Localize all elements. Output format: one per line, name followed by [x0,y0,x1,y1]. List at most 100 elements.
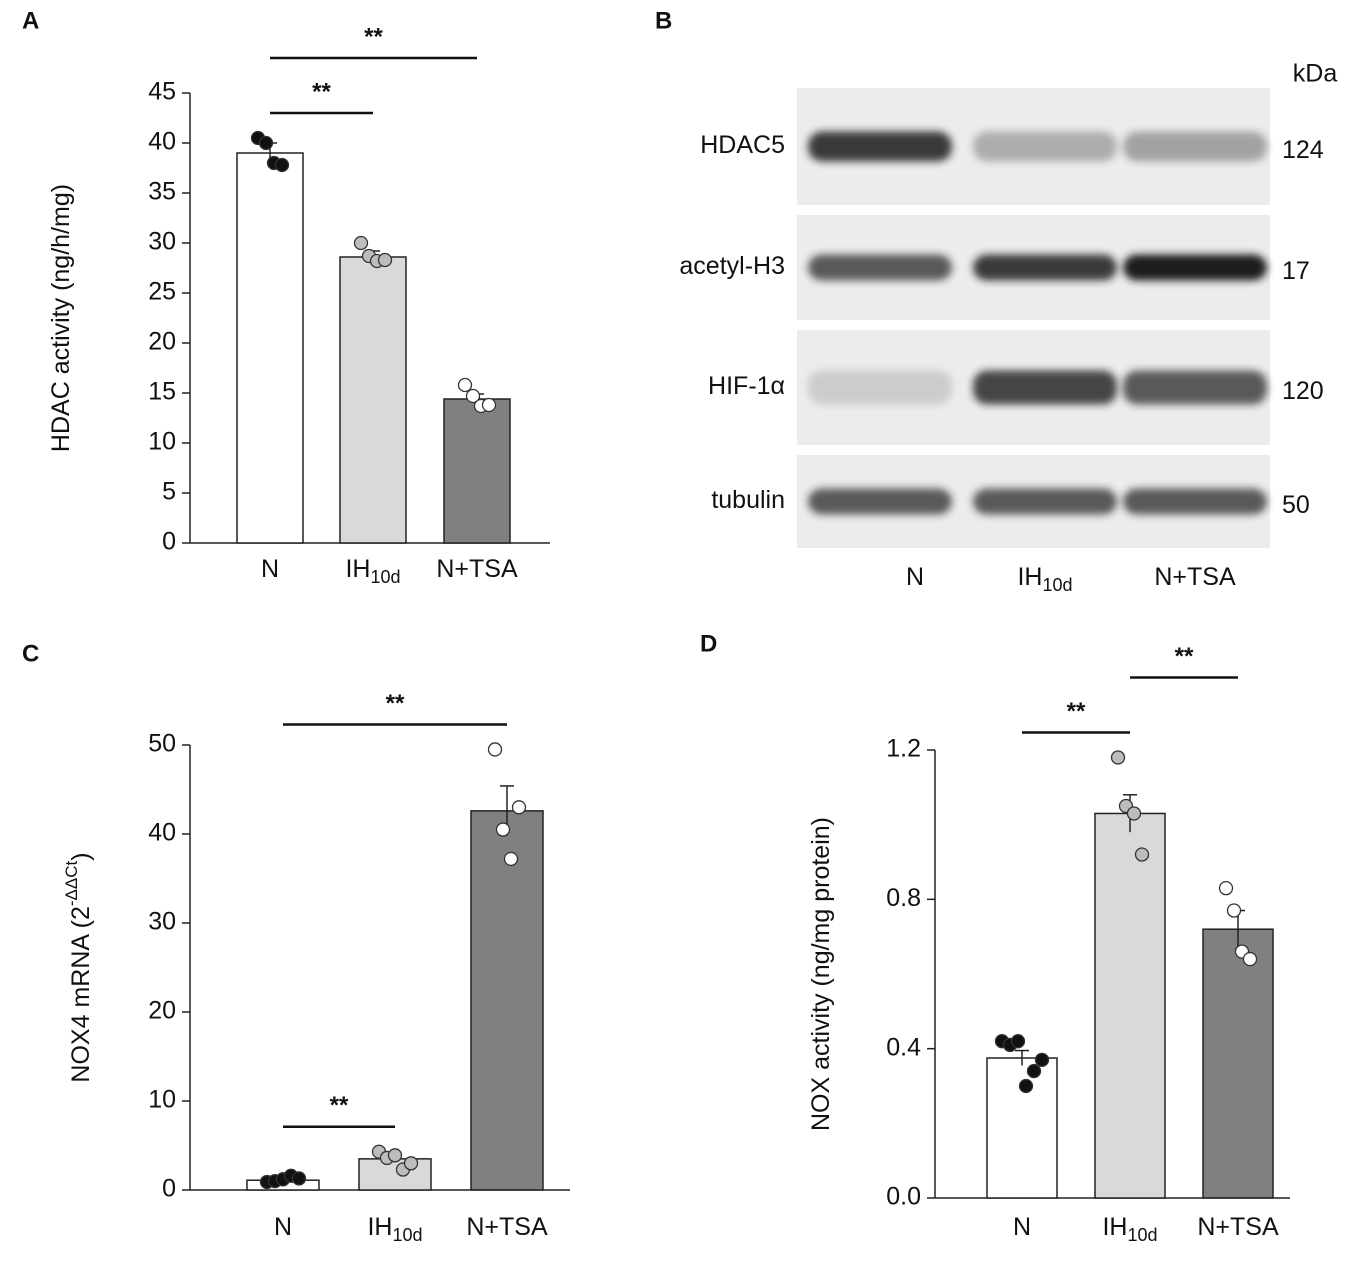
bar [470,810,544,1191]
data-point [457,377,473,393]
bar [339,256,407,544]
significance-label: ** [386,690,405,717]
y-tick-label: 25 [148,278,176,306]
y-tick-label: 0.8 [886,884,921,912]
y-tick-label: 30 [148,908,176,936]
category-label: N+TSA [1154,563,1236,591]
data-point [1110,750,1126,765]
blot-band [808,488,952,515]
category-label: N+TSA [466,1213,548,1241]
blot-band [1123,254,1267,281]
category-label: IH10d [367,1213,422,1245]
data-point [487,742,503,757]
kda-label: 17 [1282,257,1310,285]
bar [358,1158,432,1191]
y-tick-label: 45 [148,78,176,106]
category-label: N [274,1213,292,1241]
blot-band [973,131,1117,162]
y-axis-label: NOX activity (ng/mg protein) [807,817,835,1131]
blot-band [973,254,1117,281]
category-label: N [906,563,924,591]
y-tick-label: 0.4 [886,1033,921,1061]
kda-label: 124 [1282,136,1324,164]
data-point [274,157,290,173]
category-text: IH [345,555,370,583]
category-text: IH [1102,1213,1127,1241]
category-text: N+TSA [1154,563,1236,591]
significance-label: ** [1067,698,1086,725]
bar [443,398,511,544]
category-label: N+TSA [436,555,518,583]
data-point [1218,880,1234,896]
bar [236,152,304,544]
data-point [511,800,527,815]
data-point [377,252,393,268]
category-text: N+TSA [466,1213,548,1241]
category-subscript: 10d [1042,575,1072,595]
y-label-text: HDAC activity (ng/h/mg) [47,184,75,452]
category-label: IH10d [1102,1213,1157,1245]
significance-label: ** [312,78,331,105]
y-tick-label: 40 [148,819,176,847]
data-point [387,1148,403,1163]
category-text: N [1013,1213,1031,1241]
y-tick-label: 50 [148,730,176,758]
category-text: IH [1017,563,1042,591]
kda-label: 50 [1282,491,1310,519]
significance-label: ** [1175,643,1194,670]
panel-label: D [700,630,717,657]
data-point [291,1171,307,1186]
blot-band [973,370,1117,405]
data-point [1242,951,1258,967]
y-tick-label: 0 [162,528,176,556]
y-tick-label: 0 [162,1175,176,1203]
y-tick-label: 30 [148,228,176,256]
y-label-superscript: -ΔΔCt [62,860,81,906]
data-point [503,851,519,867]
significance-label: ** [364,23,383,50]
blot-band [1123,488,1267,515]
category-text: N [906,563,924,591]
blot-band [808,131,952,162]
category-label: N+TSA [1197,1213,1279,1241]
row-label: acetyl-H3 [679,252,785,280]
data-point [1134,847,1150,862]
category-label: N [1013,1213,1031,1241]
blot-band [808,370,952,405]
y-tick-label: 10 [148,428,176,456]
data-point [465,388,481,404]
category-text: N [274,1213,292,1241]
y-tick-label: 15 [148,378,176,406]
unit-label: kDa [1293,60,1338,88]
row-label: HDAC5 [700,131,785,159]
blot-band [1123,131,1267,162]
data-point [258,135,274,151]
y-label-text: NOX4 mRNA (2 [67,906,95,1082]
category-text: N [261,555,279,583]
category-subscript: 10d [1127,1225,1157,1245]
blot-band [973,488,1117,515]
category-subscript: 10d [370,567,400,587]
category-label: IH10d [1017,563,1072,595]
y-tick-label: 35 [148,178,176,206]
panel-label: C [22,640,39,667]
bar [1202,928,1274,1199]
data-point [1126,806,1142,821]
category-subscript: 10d [392,1225,422,1245]
data-point [1034,1052,1050,1068]
y-label-text: NOX activity (ng/mg protein) [807,817,835,1131]
y-label-end: ) [67,852,95,860]
y-axis-label: NOX4 mRNA (2-ΔΔCt) [62,852,94,1082]
y-axis-label: HDAC activity (ng/h/mg) [47,184,75,452]
data-point [1026,1063,1042,1079]
row-label: HIF-1α [708,372,785,400]
y-tick-label: 20 [148,328,176,356]
category-text: N+TSA [436,555,518,583]
category-text: IH [367,1213,392,1241]
data-point [1226,903,1242,918]
y-tick-label: 20 [148,997,176,1025]
bar [1094,812,1166,1199]
bar [986,1057,1058,1199]
